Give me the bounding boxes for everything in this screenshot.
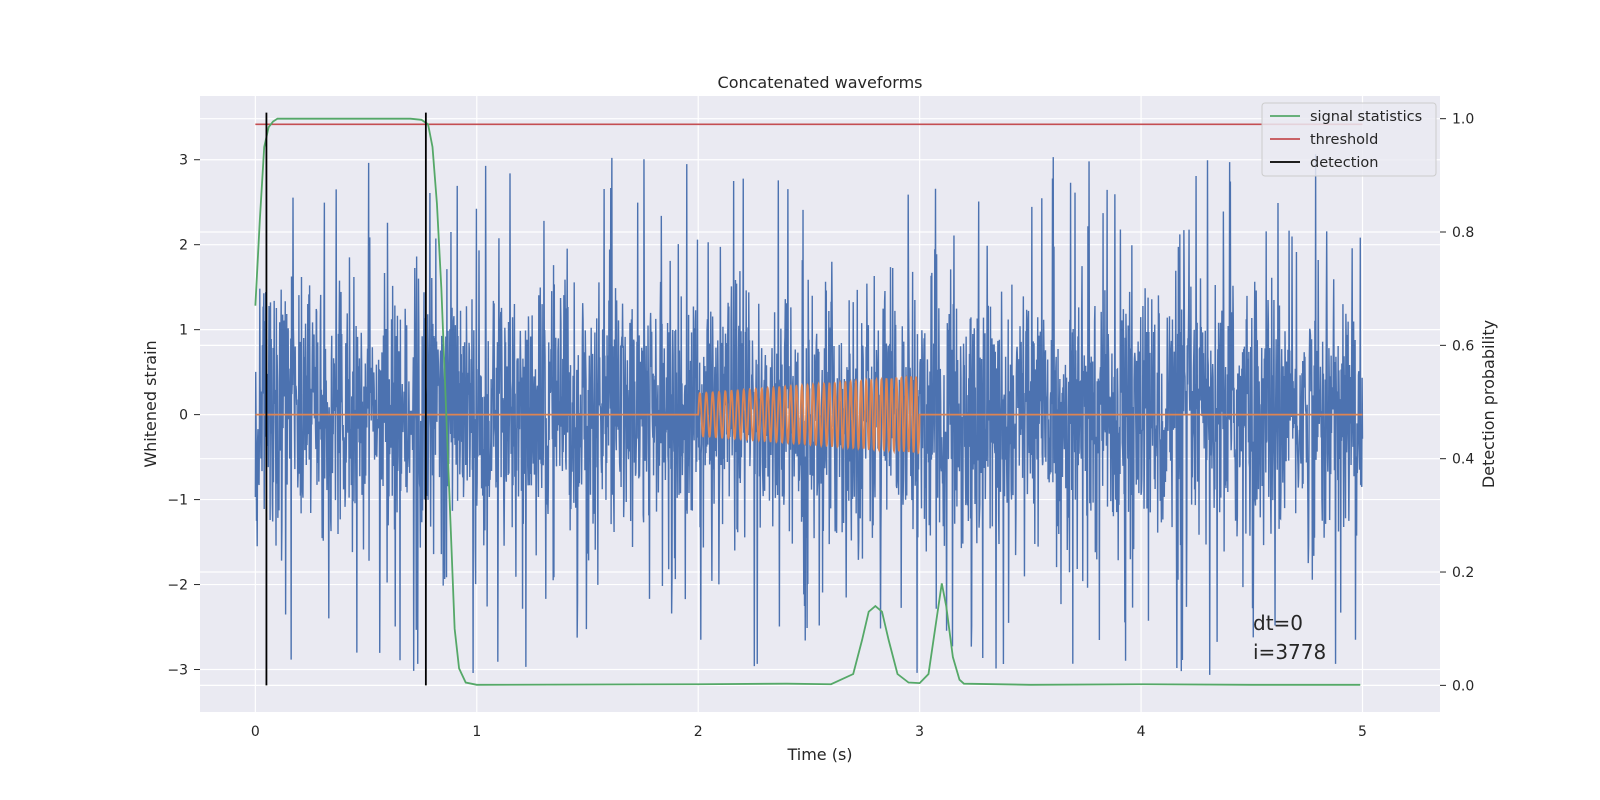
annotation-dt: dt=0 [1253, 611, 1303, 635]
signal-statistics-series-line [254, 117, 1361, 686]
y-tick-label-3: 0 [179, 408, 188, 424]
legend-label-threshold: threshold [1310, 132, 1378, 148]
annotation-i: i=3778 [1253, 640, 1326, 664]
y-right-tick-label-0: 0.0 [1452, 678, 1474, 694]
legend-label-signal-statistics: signal statistics [1310, 109, 1422, 125]
x-tick-label-5: 5 [1358, 724, 1367, 740]
chart-title: Concatenated waveforms [718, 73, 923, 92]
y-right-tick-label-2: 0.4 [1452, 452, 1474, 468]
y-right-tick-label-5: 1.0 [1452, 112, 1474, 128]
y-right-tick-label-1: 0.2 [1452, 565, 1474, 581]
x-tick-label-3: 3 [915, 724, 924, 740]
x-tick-label-0: 0 [251, 724, 260, 740]
legend: signal statistics threshold detection [1261, 102, 1437, 177]
y-right-tick-label-3: 0.6 [1452, 338, 1474, 354]
legend-label-detection: detection [1310, 155, 1378, 171]
y-axis-label-right: Detection probability [1479, 320, 1498, 488]
series-layer [254, 112, 1364, 686]
y-tick-label-2: −1 [167, 493, 188, 509]
y-right-tick-label-4: 0.8 [1452, 225, 1474, 241]
y-tick-label-1: −2 [167, 578, 188, 594]
y-tick-label-0: −3 [167, 663, 188, 679]
legend-box [1261, 102, 1437, 177]
x-axis-label: Time (s) [786, 745, 852, 764]
x-tick-label-4: 4 [1137, 724, 1146, 740]
y-tick-label-6: 3 [179, 153, 188, 169]
x-tick-label-2: 2 [694, 724, 703, 740]
tick-labels: 0 1 2 3 4 5 −3 −2 −1 0 1 2 3 0.0 0.2 0.4 0.6 0.8 1.0 [167, 112, 1474, 740]
chirp-series-line [255, 375, 1363, 455]
y-tick-label-4: 1 [179, 323, 188, 339]
y-axis-label: Whitened strain [141, 340, 160, 467]
x-tick-label-1: 1 [472, 724, 481, 740]
y-tick-label-5: 2 [179, 238, 188, 254]
noise-series-line [254, 154, 1364, 675]
